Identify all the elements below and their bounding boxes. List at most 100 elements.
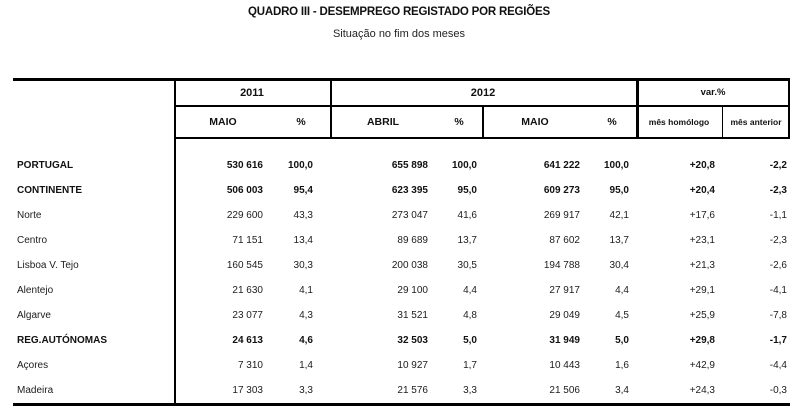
value-cell: 30,4 (609, 260, 629, 271)
value-cell: 100,0 (451, 160, 477, 171)
value-cell: -1,1 (769, 210, 787, 221)
column-group-var-pct: var.% (700, 87, 726, 98)
value-cell: 530 616 (226, 160, 263, 171)
row-label: Alentejo (17, 285, 54, 296)
value-cell: 229 600 (226, 210, 263, 221)
stub-divider-rule (174, 81, 176, 403)
value-cell: 29 100 (397, 285, 428, 296)
row-label: Norte (17, 210, 42, 221)
value-cell: 23 077 (232, 310, 263, 321)
table-row: Alentejo 21 630 4,1 29 100 4,4 27 917 4,… (13, 278, 790, 303)
table-row: Açores 7 310 1,4 10 927 1,7 10 443 1,6 +… (13, 353, 790, 378)
value-cell: +23,1 (689, 235, 715, 246)
value-cell: +29,8 (689, 335, 715, 346)
value-cell: 609 273 (543, 185, 580, 196)
value-cell: 27 917 (549, 285, 580, 296)
value-cell: 3,3 (463, 385, 477, 396)
value-cell: +20,4 (689, 185, 715, 196)
table-bottom-rule (13, 403, 790, 406)
value-cell: +42,9 (689, 360, 715, 371)
unemployment-by-region-table: 2011 2012 var.% MAIO % ABRIL % MAIO % mê… (13, 78, 790, 406)
value-cell: 641 222 (543, 160, 580, 171)
value-cell: 10 927 (397, 360, 428, 371)
table-top-rule (13, 78, 790, 81)
column-header-maio-2012: MAIO (521, 116, 549, 128)
value-cell: 4,4 (463, 285, 477, 296)
value-cell: 506 003 (226, 185, 263, 196)
value-cell: 4,8 (463, 310, 477, 321)
value-cell: 1,4 (299, 360, 313, 371)
row-label: Madeira (17, 385, 54, 396)
value-cell: +21,3 (689, 260, 715, 271)
row-label: Lisboa V. Tejo (17, 260, 79, 271)
value-cell: 43,3 (293, 210, 313, 221)
column-header-pct-abril: % (454, 116, 464, 128)
row-label: PORTUGAL (17, 160, 74, 171)
row-label: REG.AUTÓNOMAS (17, 335, 107, 346)
value-cell: 21 630 (232, 285, 263, 296)
value-cell: 31 949 (549, 335, 580, 346)
value-cell: 95,4 (293, 185, 313, 196)
value-cell: 1,6 (615, 360, 629, 371)
table-row: Lisboa V. Tejo 160 545 30,3 200 038 30,5… (13, 253, 790, 278)
value-cell: 4,3 (299, 310, 313, 321)
column-header-maio-2011: MAIO (209, 116, 237, 128)
table-row: Norte 229 600 43,3 273 047 41,6 269 917 … (13, 203, 790, 228)
value-cell: 3,3 (299, 385, 313, 396)
value-cell: 29 049 (549, 310, 580, 321)
table-row: Centro 71 151 13,4 89 689 13,7 87 602 13… (13, 228, 790, 253)
table-row: Algarve 23 077 4,3 31 521 4,8 29 049 4,5… (13, 303, 790, 328)
value-cell: -7,8 (769, 310, 787, 321)
header-group-rule (174, 105, 790, 107)
page-subtitle: Situação no fim dos meses (332, 28, 466, 40)
value-cell: 5,0 (463, 335, 477, 346)
row-label: Açores (17, 360, 49, 371)
table-row: CONTINENTE 506 003 95,4 623 395 95,0 609… (13, 178, 790, 203)
header-right-rule (788, 81, 790, 139)
value-cell: 100,0 (603, 160, 629, 171)
value-cell: 13,7 (609, 235, 629, 246)
page-title: QUADRO III - DESEMPREGO REGISTADO POR RE… (248, 6, 550, 18)
value-cell: -2,3 (769, 185, 787, 196)
value-cell: 10 443 (549, 360, 580, 371)
value-cell: +17,6 (689, 210, 715, 221)
column-group-2011: 2011 (240, 87, 264, 99)
value-cell: 3,4 (615, 385, 629, 396)
value-cell: 89 689 (397, 235, 428, 246)
value-cell: 31 521 (397, 310, 428, 321)
row-label: CONTINENTE (17, 185, 82, 196)
value-cell: 655 898 (391, 160, 428, 171)
table-row: Madeira 17 303 3,3 21 576 3,3 21 506 3,4… (13, 378, 790, 403)
divider-2011-2012 (330, 81, 332, 139)
value-cell: 7 310 (237, 360, 263, 371)
value-cell: 17 303 (232, 385, 263, 396)
table-row: REG.AUTÓNOMAS 24 613 4,6 32 503 5,0 31 9… (13, 328, 790, 353)
value-cell: 95,0 (609, 185, 629, 196)
column-group-2012: 2012 (470, 87, 496, 99)
value-cell: -2,3 (769, 235, 787, 246)
value-cell: 13,7 (457, 235, 477, 246)
value-cell: 4,6 (299, 335, 313, 346)
value-cell: 200 038 (391, 260, 428, 271)
divider-abril-maio (482, 107, 484, 139)
value-cell: 30,3 (293, 260, 313, 271)
value-cell: 4,1 (299, 285, 313, 296)
value-cell: 160 545 (226, 260, 263, 271)
value-cell: +29,1 (689, 285, 715, 296)
value-cell: 71 151 (232, 235, 263, 246)
value-cell: 87 602 (549, 235, 580, 246)
column-header-mes-anterior: mês anterior (730, 117, 782, 127)
value-cell: 273 047 (391, 210, 428, 221)
column-header-mes-homologo: mês homólogo (648, 117, 710, 127)
value-cell: 4,5 (615, 310, 629, 321)
value-cell: 42,1 (609, 210, 629, 221)
column-header-pct-2011: % (296, 116, 306, 128)
value-cell: 21 576 (397, 385, 428, 396)
row-label: Algarve (17, 310, 51, 321)
value-cell: 32 503 (397, 335, 428, 346)
value-cell: 21 506 (549, 385, 580, 396)
value-cell: 100,0 (287, 160, 313, 171)
value-cell: +20,8 (689, 160, 715, 171)
value-cell: 4,4 (615, 285, 629, 296)
value-cell: 24 613 (232, 335, 263, 346)
